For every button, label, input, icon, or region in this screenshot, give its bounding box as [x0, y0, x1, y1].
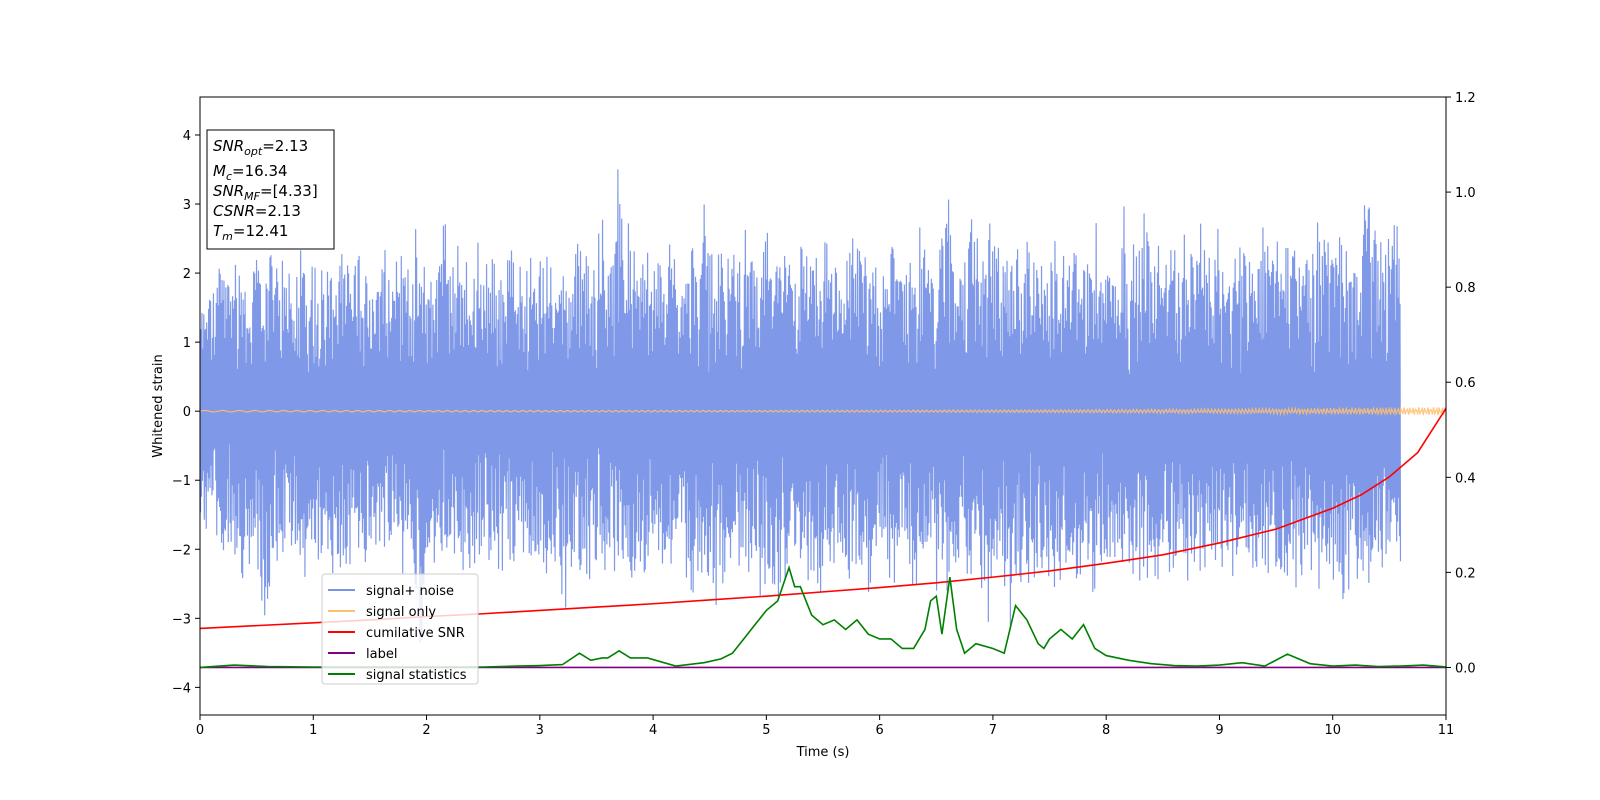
y-right-tick-label: 1.2 [1455, 91, 1476, 106]
series-signal-only [200, 405, 1446, 417]
series-signal-statistics [200, 564, 1446, 669]
x-axis-label: Time (s) [796, 745, 850, 760]
y-right-tick-label: 0.4 [1455, 471, 1476, 486]
stats-line: Tm=12.41 [213, 222, 288, 243]
y-right-tick-label: 0.2 [1455, 566, 1476, 581]
x-tick-label: 8 [1102, 723, 1110, 738]
legend-label: cumilative SNR [366, 626, 465, 641]
stats-box: SNRopt=2.13 Mc=16.34SNRMF=[4.33]CSNR=2.13… [206, 129, 335, 250]
y-tick-label: −4 [172, 681, 191, 696]
stats-line: SNRopt=2.13 [213, 137, 308, 158]
legend-label: label [366, 647, 397, 662]
y-tick-label: 4 [183, 129, 191, 144]
stats-line: SNRMF=[4.33] [213, 182, 318, 203]
x-tick-label: 5 [762, 723, 770, 738]
stats-box-frame [206, 129, 335, 250]
legend-label: signal statistics [366, 668, 467, 683]
y-tick-label: −3 [172, 612, 191, 627]
x-tick-label: 1 [309, 723, 317, 738]
x-tick-label: 3 [536, 723, 544, 738]
y-tick-label: −1 [172, 474, 191, 489]
y-tick-label: 1 [183, 336, 191, 351]
stats-line: Mc=16.34 [213, 162, 288, 183]
x-tick-label: 4 [649, 723, 657, 738]
series-signal-noise [200, 169, 1402, 643]
legend-label: signal+ noise [366, 584, 454, 599]
y-right-tick-label: 1.0 [1455, 186, 1476, 201]
x-tick-label: 2 [422, 723, 430, 738]
y-axis-left: −4 −3 −2 −1 0 1 2 3 4 [172, 129, 200, 696]
legend: signal+ noise signal only cumilative SNR la… [321, 573, 479, 685]
axes-frame [199, 96, 1447, 716]
y-axis-label: Whitened strain [151, 354, 166, 457]
y-axis-right: 0.0 0.2 0.4 0.6 0.8 1.0 1.2 [1446, 91, 1476, 676]
y-right-tick-label: 0.6 [1455, 376, 1476, 391]
x-tick-label: 9 [1215, 723, 1223, 738]
legend-frame [321, 573, 479, 685]
x-tick-label: 7 [989, 723, 997, 738]
y-tick-label: −2 [172, 543, 191, 558]
x-tick-label: 11 [1438, 723, 1455, 738]
x-axis: 0 1 2 3 4 5 6 7 8 9 10 11 [196, 715, 1454, 738]
legend-label: signal only [366, 605, 436, 620]
x-tick-label: 0 [196, 723, 204, 738]
x-tick-label: 6 [875, 723, 883, 738]
y-tick-label: 2 [183, 267, 191, 282]
y-right-tick-label: 0.0 [1455, 661, 1476, 676]
x-tick-label: 10 [1324, 723, 1341, 738]
y-right-tick-label: 0.8 [1455, 281, 1476, 296]
stats-line: CSNR=2.13 [213, 202, 301, 220]
y-tick-label: 3 [183, 198, 191, 213]
y-tick-label: 0 [183, 405, 191, 420]
